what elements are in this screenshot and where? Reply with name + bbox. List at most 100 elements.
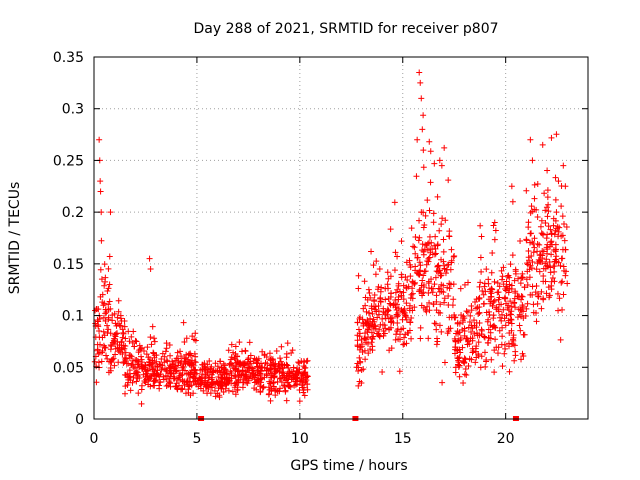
chart-title: Day 288 of 2021, SRMTID for receiver p80…	[193, 21, 498, 37]
data-point	[509, 252, 516, 259]
y-tick-label: 0	[75, 412, 84, 428]
data-point	[156, 361, 163, 368]
data-point	[426, 138, 433, 145]
data-point	[362, 336, 369, 343]
data-point	[108, 343, 115, 350]
data-point	[533, 283, 540, 290]
data-point	[559, 246, 566, 253]
data-point	[99, 347, 106, 354]
data-point	[534, 213, 541, 220]
data-point	[206, 358, 213, 365]
data-point	[289, 347, 296, 354]
data-point	[126, 367, 133, 374]
data-point	[516, 293, 523, 300]
data-point	[371, 298, 378, 305]
data-point	[558, 279, 565, 286]
data-point	[295, 370, 302, 377]
data-point	[426, 254, 433, 261]
data-point	[441, 295, 448, 302]
data-point	[234, 367, 241, 374]
data-point	[154, 367, 161, 374]
data-point	[202, 383, 209, 390]
data-point	[499, 276, 506, 283]
data-point	[167, 362, 174, 369]
data-point	[227, 356, 234, 363]
data-point	[562, 272, 569, 279]
data-point	[554, 223, 561, 230]
data-point	[218, 364, 225, 371]
data-point	[477, 279, 484, 286]
data-point	[440, 289, 447, 296]
data-point	[431, 281, 438, 288]
data-point	[488, 285, 495, 292]
data-point	[399, 316, 406, 323]
data-point	[138, 365, 145, 372]
data-point	[416, 234, 423, 241]
data-point	[448, 259, 455, 266]
data-point	[277, 355, 284, 362]
data-point	[553, 131, 560, 138]
data-point	[445, 177, 452, 184]
data-point	[255, 366, 262, 373]
data-point	[239, 384, 246, 391]
data-point	[91, 358, 98, 365]
data-point	[250, 370, 257, 377]
data-point	[476, 304, 483, 311]
data-point	[234, 353, 241, 360]
data-point	[283, 350, 290, 357]
data-point	[549, 274, 556, 281]
data-point	[100, 328, 107, 335]
data-point	[439, 379, 446, 386]
data-point	[215, 373, 222, 380]
data-point	[519, 270, 526, 277]
data-point	[473, 354, 480, 361]
data-point	[560, 291, 567, 298]
data-point	[161, 353, 168, 360]
data-point	[503, 300, 510, 307]
data-point	[499, 333, 506, 340]
data-point	[525, 247, 532, 254]
data-point	[147, 372, 154, 379]
data-point	[507, 298, 514, 305]
data-point	[544, 213, 551, 220]
data-point	[419, 241, 426, 248]
data-point	[220, 389, 227, 396]
data-point	[542, 219, 549, 226]
data-point	[266, 386, 273, 393]
data-point	[153, 370, 160, 377]
data-point	[386, 347, 393, 354]
data-point	[522, 312, 529, 319]
data-point	[438, 272, 445, 279]
data-point	[523, 276, 530, 283]
data-point	[415, 270, 422, 277]
data-point	[461, 355, 468, 362]
data-point	[421, 221, 428, 228]
data-point	[476, 294, 483, 301]
data-point	[540, 272, 547, 279]
data-point	[247, 352, 254, 359]
data-point	[163, 345, 170, 352]
data-point	[400, 296, 407, 303]
data-point	[108, 359, 115, 366]
data-point	[440, 258, 447, 265]
data-point	[96, 327, 103, 334]
data-point	[512, 266, 519, 273]
data-point	[420, 224, 427, 231]
data-point	[109, 317, 116, 324]
data-point	[247, 358, 254, 365]
data-point	[246, 339, 253, 346]
data-point	[402, 273, 409, 280]
data-point	[216, 358, 223, 365]
data-point	[389, 315, 396, 322]
data-point	[450, 296, 457, 303]
data-point	[507, 261, 514, 268]
data-point	[117, 315, 124, 322]
data-point	[414, 254, 421, 261]
data-point	[98, 358, 105, 365]
data-point	[186, 351, 193, 358]
data-point	[495, 296, 502, 303]
data-point	[183, 379, 190, 386]
data-point	[523, 305, 530, 312]
data-point	[481, 349, 488, 356]
data-point	[491, 219, 498, 226]
